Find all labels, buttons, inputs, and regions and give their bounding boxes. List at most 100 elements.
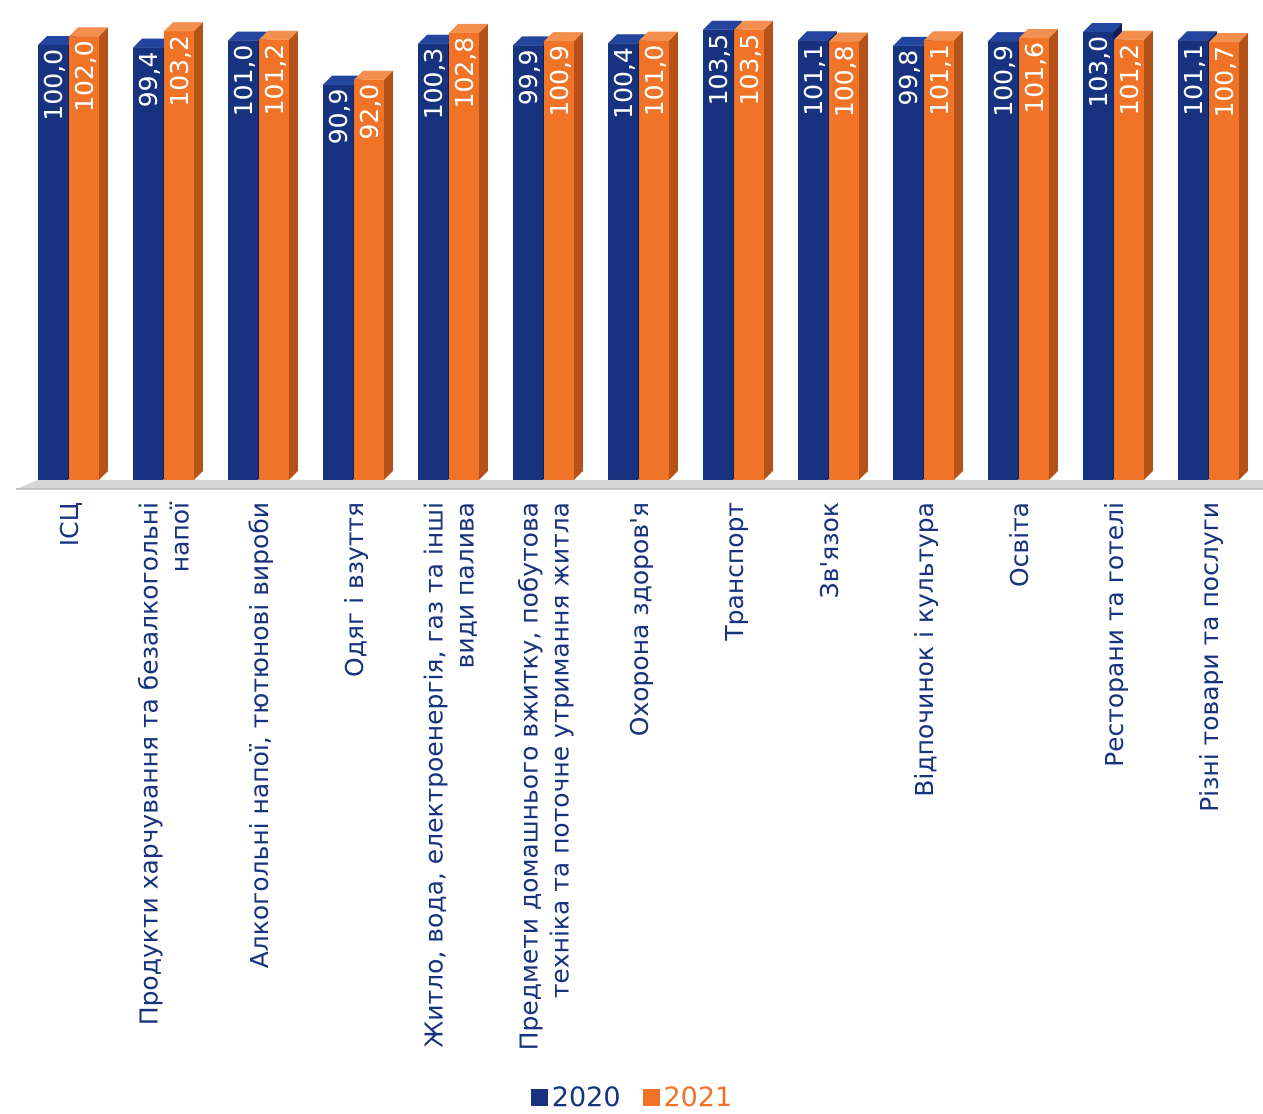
bar-side-2021-8 <box>859 32 868 481</box>
bar-top-2020-12 <box>1178 31 1217 41</box>
value-label-2021-11: 101,2 <box>1115 44 1144 116</box>
bar-side-2021-5 <box>574 32 583 481</box>
value-label-2020-1: 99,4 <box>134 52 163 108</box>
bar-top-2020-7 <box>703 20 742 30</box>
bar-side-2021-1 <box>194 22 203 481</box>
bar-side-2021-4 <box>479 23 488 480</box>
category-label-7-line-0: Транспорт <box>720 502 749 642</box>
bar-side-2021-3 <box>384 70 393 481</box>
category-label-8-line-0: Зв'язок <box>815 502 844 598</box>
bar-top-2020-2 <box>228 31 267 41</box>
bar-top-2021-10 <box>1019 29 1058 39</box>
bar-2021-7 <box>734 29 764 481</box>
legend-label-2021: 2021 <box>663 1081 733 1113</box>
legend-item-2021: 2021 <box>642 1081 733 1113</box>
value-label-2020-12: 101,1 <box>1179 44 1208 116</box>
bar-2021-2 <box>259 39 289 480</box>
value-label-2021-7: 103,5 <box>735 34 764 106</box>
category-label-3-line-0: Одяг і взуття <box>340 502 369 677</box>
bar-2020-3 <box>323 84 353 481</box>
bar-top-2021-9 <box>924 31 963 41</box>
value-label-2020-0: 100,0 <box>39 49 68 121</box>
bar-2020-8 <box>798 40 828 481</box>
value-label-2021-4: 102,8 <box>450 37 479 109</box>
value-label-2021-10: 101,6 <box>1020 42 1049 114</box>
legend-swatch-2021 <box>642 1088 660 1106</box>
chart-floor <box>16 480 1263 489</box>
bar-top-2021-8 <box>829 32 868 42</box>
category-label-12-line-0: Різні товари та послуги <box>1195 502 1224 812</box>
bar-2021-8 <box>829 41 859 481</box>
value-label-2020-7: 103,5 <box>704 34 733 106</box>
legend-label-2020: 2020 <box>551 1081 621 1113</box>
category-label-4-line-1: види палива <box>451 502 480 668</box>
bar-2021-0 <box>69 36 99 481</box>
bar-side-2021-2 <box>289 30 298 481</box>
bar-2020-9 <box>893 45 923 481</box>
category-label-5-line-1: техніка та поточне утримання житла <box>546 502 575 998</box>
bar-top-2021-12 <box>1209 32 1248 42</box>
value-label-2020-5: 99,9 <box>514 49 543 105</box>
value-label-2021-9: 101,1 <box>925 44 954 116</box>
category-label-4-line-0: Житло, вода, електроенергія, газ та інші <box>420 502 449 1048</box>
category-label-0-line-0: ІСЦ <box>55 502 84 546</box>
value-label-2020-4: 100,3 <box>419 48 448 120</box>
bar-top-2020-9 <box>893 36 932 46</box>
bar-top-2020-8 <box>798 31 837 41</box>
bar-top-2020-10 <box>988 32 1027 42</box>
bar-2020-5 <box>513 45 543 481</box>
value-label-2020-3: 90,9 <box>324 89 353 145</box>
value-label-2020-9: 99,8 <box>894 50 923 106</box>
bar-top-2020-0 <box>38 36 77 45</box>
bar-2020-1 <box>133 47 163 481</box>
bar-top-2021-4 <box>449 23 488 33</box>
bar-side-2021-0 <box>99 27 108 481</box>
bar-2021-4 <box>449 32 479 480</box>
bar-chart: 100,0 102,0 ІСЦ 99,4 103,2 Продукти харчуванн… <box>16 20 1263 1050</box>
bar-2020-11 <box>1083 31 1113 480</box>
bar-top-2021-7 <box>734 20 773 30</box>
value-label-2020-11: 103,0 <box>1084 36 1113 108</box>
bar-top-2021-6 <box>639 31 678 41</box>
bar-top-2020-3 <box>323 75 362 85</box>
bar-side-2021-11 <box>1144 30 1153 481</box>
category-label-1-line-0: Продукти харчування та безалкогольні <box>135 502 164 1025</box>
bar-2021-3 <box>354 79 384 481</box>
bar-2020-12 <box>1178 40 1208 481</box>
value-label-2021-5: 100,9 <box>545 45 574 117</box>
bar-2021-11 <box>1114 39 1144 480</box>
bar-2020-7 <box>703 29 733 481</box>
bar-2021-5 <box>544 41 574 481</box>
bar-top-2020-1 <box>133 38 172 48</box>
bar-2020-4 <box>418 43 448 480</box>
value-label-2021-12: 100,7 <box>1210 46 1239 118</box>
bar-2020-10 <box>988 41 1018 481</box>
bar-side-2021-9 <box>954 31 963 481</box>
bar-side-2021-12 <box>1239 32 1248 480</box>
bar-top-2021-1 <box>164 22 203 32</box>
bar-2021-9 <box>924 40 954 481</box>
bar-top-2021-0 <box>69 27 108 37</box>
value-label-2020-10: 100,9 <box>989 45 1018 117</box>
category-label-10-line-0: Освіта <box>1005 502 1034 587</box>
category-label-5-line-0: Предмети домашнього вжитку, побутова <box>515 502 544 1050</box>
bar-2020-0 <box>38 45 68 480</box>
bar-2020-2 <box>228 40 258 481</box>
bar-top-2020-6 <box>608 34 647 44</box>
value-label-2021-0: 102,0 <box>70 40 99 112</box>
bar-2020-6 <box>608 43 638 480</box>
bar-2021-12 <box>1209 41 1239 480</box>
legend-swatch-2020 <box>530 1088 548 1106</box>
value-label-2021-1: 103,2 <box>165 35 194 107</box>
value-label-2020-6: 100,4 <box>609 47 638 119</box>
legend: 2020 2021 <box>0 1080 1263 1114</box>
bar-2021-6 <box>639 40 669 481</box>
category-label-9-line-0: Відпочинок і культура <box>910 502 939 797</box>
legend-item-2020: 2020 <box>530 1081 621 1113</box>
bar-side-2021-10 <box>1049 29 1058 480</box>
value-label-2021-3: 92,0 <box>355 84 384 140</box>
bar-side-2021-7 <box>764 20 773 481</box>
value-label-2021-2: 101,2 <box>260 44 289 116</box>
value-label-2020-8: 101,1 <box>799 44 828 116</box>
bar-top-2021-2 <box>259 30 298 40</box>
